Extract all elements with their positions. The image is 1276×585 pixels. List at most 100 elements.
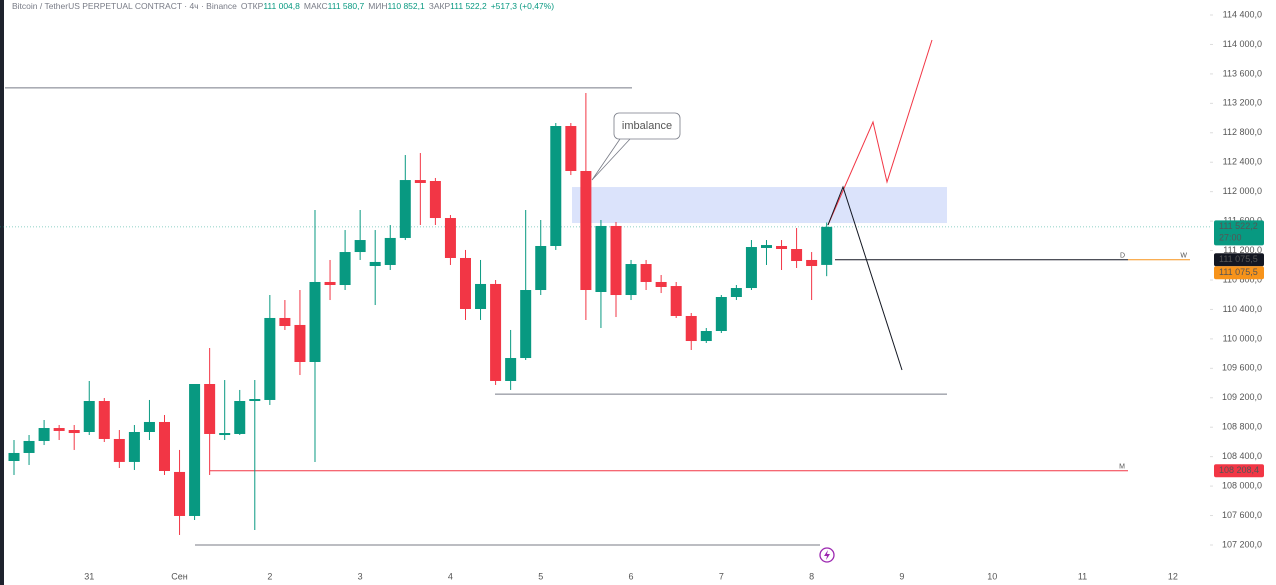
x-tick-label: Сен (171, 571, 188, 581)
candle-body (23, 440, 35, 453)
field-name: МИН (368, 1, 387, 11)
price-tag-label: 111 522,2 (1219, 221, 1258, 231)
candle-body (715, 297, 727, 332)
callout-box (613, 112, 681, 140)
x-tick-label: 9 (899, 571, 904, 581)
y-tick-label: 114 400,0 (1223, 9, 1262, 19)
alert-bolt (824, 550, 830, 560)
candle-body (535, 245, 547, 291)
candle-body (53, 428, 65, 431)
candle-body (174, 471, 186, 516)
level-label: D (1120, 253, 1125, 260)
field-value: 110 852,1 (388, 1, 425, 11)
price-axis (1210, 0, 1276, 585)
candle-body (324, 281, 336, 286)
candle-body (249, 399, 261, 402)
candle-body (369, 261, 381, 267)
change: +517,3 (+0,47%) (491, 1, 554, 11)
candle-body (550, 126, 562, 246)
y-tick-label: 113 600,0 (1223, 68, 1262, 78)
price-tag (1214, 464, 1264, 478)
candle-body (339, 252, 351, 286)
candle-body (399, 180, 411, 238)
y-tick-label: 109 600,0 (1222, 363, 1262, 373)
symbol: Bitcoin / TetherUS PERPETUAL CONTRACT · … (12, 1, 237, 11)
candle-body (294, 324, 306, 362)
candle-body (113, 438, 125, 462)
candle-body (158, 421, 170, 472)
header: Bitcoin / TetherUS PERPETUAL CONTRACT · … (12, 1, 554, 11)
field-value: 111 580,7 (328, 1, 365, 11)
candle-body (520, 290, 532, 359)
candle-body (610, 225, 622, 296)
candle-body (414, 180, 426, 183)
x-tick-label: 12 (1168, 571, 1178, 581)
price-tag-label: 108 208,4 (1219, 465, 1259, 475)
candle-body (429, 180, 441, 219)
candle-body (143, 421, 155, 432)
x-tick-label: 5 (538, 571, 543, 581)
candle-body (309, 281, 321, 362)
y-tick-label: 110 400,0 (1223, 304, 1262, 314)
x-tick-label: 7 (719, 571, 724, 581)
candle-body (234, 401, 246, 434)
price-tag (1214, 220, 1264, 246)
candle-body (565, 126, 577, 171)
price-tag-label: 111 075,5 (1219, 267, 1258, 277)
candle-body (459, 257, 471, 309)
level-label: W (1180, 253, 1187, 260)
x-tick-label: 2 (267, 571, 272, 581)
candle-body (490, 283, 502, 381)
candle-body (655, 281, 667, 287)
y-tick-label: 114 000,0 (1223, 39, 1262, 49)
y-tick-label: 113 200,0 (1223, 98, 1262, 108)
price-tag (1214, 266, 1264, 280)
candle-body (776, 245, 788, 250)
y-tick-label: 107 200,0 (1222, 539, 1262, 549)
candle-body (189, 384, 201, 516)
field-value: 111 004,8 (263, 1, 300, 11)
x-tick-label: 3 (358, 571, 363, 581)
candle-body (38, 428, 50, 441)
price-tag-label: 111 075,5 (1219, 254, 1258, 264)
axes: 114 400,0 114 000,0 113 600,0 113 200,0 112 … (12, 1, 1264, 581)
level-label: M (1119, 464, 1125, 471)
y-tick-label: 112 800,0 (1223, 127, 1262, 137)
imbalance-zone (572, 187, 947, 224)
candle-body (505, 358, 517, 381)
candle-body (821, 226, 833, 265)
candle-body (475, 283, 487, 309)
candle-body (625, 264, 637, 296)
candle-body (806, 259, 818, 267)
callout-pointer (591, 138, 631, 181)
candle-body (670, 286, 682, 316)
projection-up (827, 39, 933, 226)
candle-body (791, 249, 803, 262)
price-tag (1214, 253, 1264, 267)
candle-body (640, 264, 652, 282)
y-tick-label: 108 800,0 (1222, 422, 1262, 432)
x-tick-label: 31 (84, 571, 94, 581)
candle-body (8, 452, 20, 461)
candle-body (745, 247, 757, 289)
y-tick-label: 112 000,0 (1223, 186, 1262, 196)
candle-body (128, 431, 140, 462)
callout-text: imbalance (622, 120, 672, 132)
x-tick-label: 4 (448, 571, 453, 581)
candle-body (685, 315, 697, 342)
y-tick-label: 109 200,0 (1222, 392, 1262, 402)
x-tick-label: 11 (1078, 571, 1087, 581)
x-tick-label: 6 (629, 571, 634, 581)
field-name: ЗАКР (429, 1, 451, 11)
candle-body (204, 384, 216, 434)
candle-body (444, 218, 456, 258)
y-tick-label: 108 400,0 (1222, 451, 1262, 461)
candle-body (264, 317, 276, 400)
y-tick-label: 107 600,0 (1222, 510, 1262, 520)
price-tag-sublabel: 27:00 (1219, 233, 1242, 243)
y-tick-label: 111 200,0 (1223, 245, 1262, 255)
candle-body (730, 288, 742, 298)
candle-body (700, 331, 712, 342)
